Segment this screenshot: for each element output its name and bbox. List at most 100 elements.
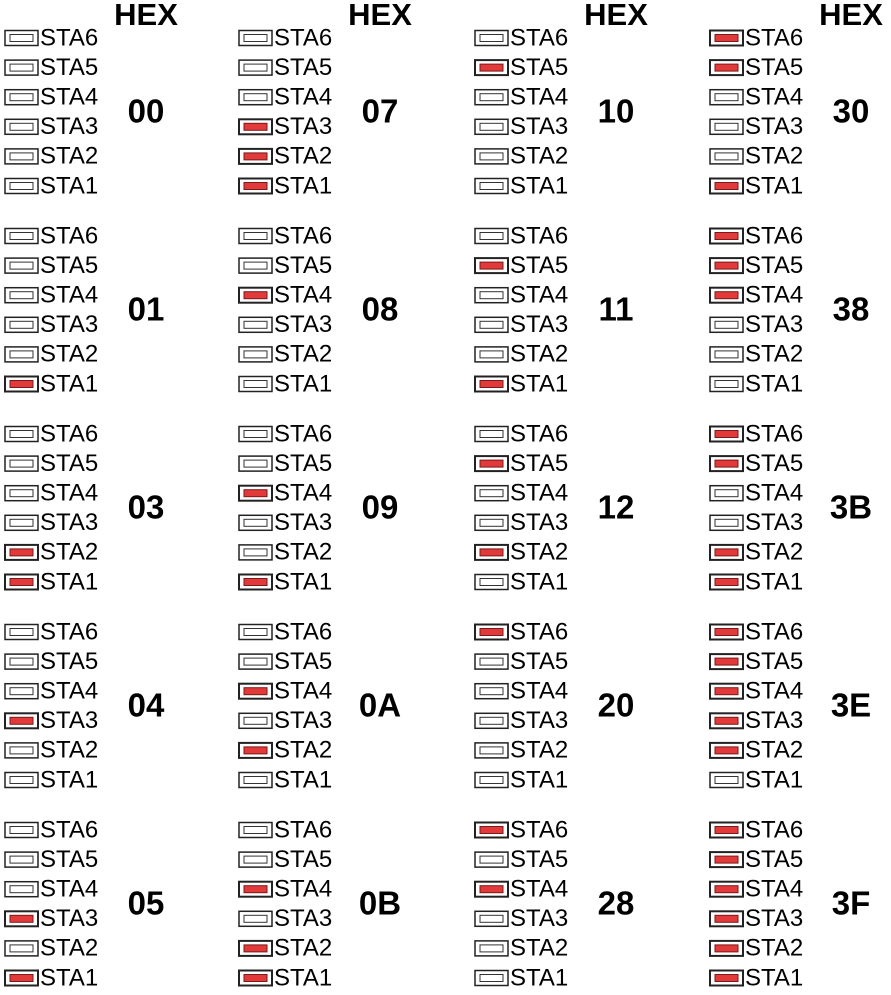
led-label: STA4	[274, 84, 332, 111]
led-label: STA2	[510, 341, 568, 368]
led-label: STA1	[40, 172, 98, 199]
led-window	[9, 944, 34, 953]
led-label: STA3	[40, 905, 98, 932]
led-window	[243, 628, 268, 636]
led-label: STA5	[274, 648, 332, 675]
led-window	[479, 628, 504, 636]
led-label: STA1	[745, 370, 803, 397]
led-label: STA2	[274, 143, 332, 170]
led-label: STA2	[510, 539, 568, 566]
hex-code: 30	[833, 93, 870, 130]
led-label: STA6	[40, 816, 98, 843]
hex-code: 3F	[832, 885, 871, 922]
led-label: STA5	[745, 450, 803, 477]
led-window	[243, 350, 268, 359]
led-label: STA5	[274, 252, 332, 279]
led-label: STA3	[510, 311, 568, 338]
led-label: STA3	[745, 311, 803, 338]
led-window	[714, 776, 739, 784]
led-window	[243, 657, 268, 666]
led-window	[243, 518, 268, 527]
hex-code: 07	[362, 93, 399, 130]
hex-code: 3E	[831, 687, 871, 724]
led-label: STA5	[510, 450, 568, 477]
led-window	[479, 657, 504, 666]
led-label: STA2	[510, 935, 568, 962]
led-window	[714, 826, 739, 834]
led-label: STA1	[745, 766, 803, 793]
led-window	[714, 291, 739, 300]
led-window	[714, 548, 739, 557]
led-label: STA5	[510, 54, 568, 81]
led-label: STA2	[40, 737, 98, 764]
led-window	[243, 746, 268, 755]
led-window	[479, 855, 504, 864]
led-window	[9, 578, 34, 586]
led-window	[243, 944, 268, 953]
led-label: STA2	[510, 737, 568, 764]
hex-code: 04	[128, 687, 165, 724]
led-window	[9, 489, 34, 498]
led-window	[9, 261, 34, 270]
led-window	[714, 716, 739, 725]
led-label: STA4	[40, 480, 98, 507]
led-window	[243, 182, 268, 190]
led-window	[243, 776, 268, 784]
led-window	[9, 687, 34, 696]
led-label: STA6	[510, 420, 568, 447]
led-window	[714, 380, 739, 388]
led-window	[479, 232, 504, 240]
led-window	[9, 855, 34, 864]
hex-code: 05	[128, 885, 165, 922]
led-label: STA3	[274, 113, 332, 140]
led-label: STA2	[274, 737, 332, 764]
led-label: STA3	[40, 113, 98, 140]
led-window	[479, 320, 504, 329]
led-label: STA3	[510, 509, 568, 536]
led-label: STA2	[745, 935, 803, 962]
led-window	[9, 182, 34, 190]
led-label: STA4	[510, 678, 568, 705]
led-window	[243, 320, 268, 329]
led-label: STA5	[40, 648, 98, 675]
led-window	[9, 746, 34, 755]
led-window	[714, 746, 739, 755]
led-label: STA2	[274, 341, 332, 368]
led-label: STA1	[274, 370, 332, 397]
hex-code: 00	[128, 93, 165, 130]
led-window	[714, 261, 739, 270]
led-label: STA4	[510, 282, 568, 309]
led-window	[243, 34, 268, 42]
led-window	[714, 459, 739, 468]
led-window	[243, 232, 268, 240]
led-label: STA4	[40, 678, 98, 705]
led-window	[714, 34, 739, 42]
led-label: STA1	[274, 766, 332, 793]
led-window	[714, 855, 739, 864]
led-label: STA4	[745, 282, 803, 309]
led-label: STA5	[40, 450, 98, 477]
led-label: STA2	[40, 143, 98, 170]
led-window	[9, 914, 34, 923]
column-header: HEX	[348, 0, 412, 32]
led-window	[9, 459, 34, 468]
hex-code: 10	[598, 93, 635, 130]
led-window	[479, 152, 504, 161]
led-label: STA3	[40, 707, 98, 734]
led-window	[243, 122, 268, 131]
led-label: STA1	[40, 370, 98, 397]
led-label: STA1	[510, 370, 568, 397]
led-window	[243, 459, 268, 468]
led-label: STA4	[274, 678, 332, 705]
led-label: STA6	[274, 816, 332, 843]
hex-code: 03	[128, 489, 165, 526]
led-window	[243, 430, 268, 438]
hex-code: 20	[598, 687, 635, 724]
led-window	[479, 350, 504, 359]
led-label: STA5	[274, 450, 332, 477]
led-window	[479, 687, 504, 696]
led-window	[714, 914, 739, 923]
led-window	[9, 548, 34, 557]
